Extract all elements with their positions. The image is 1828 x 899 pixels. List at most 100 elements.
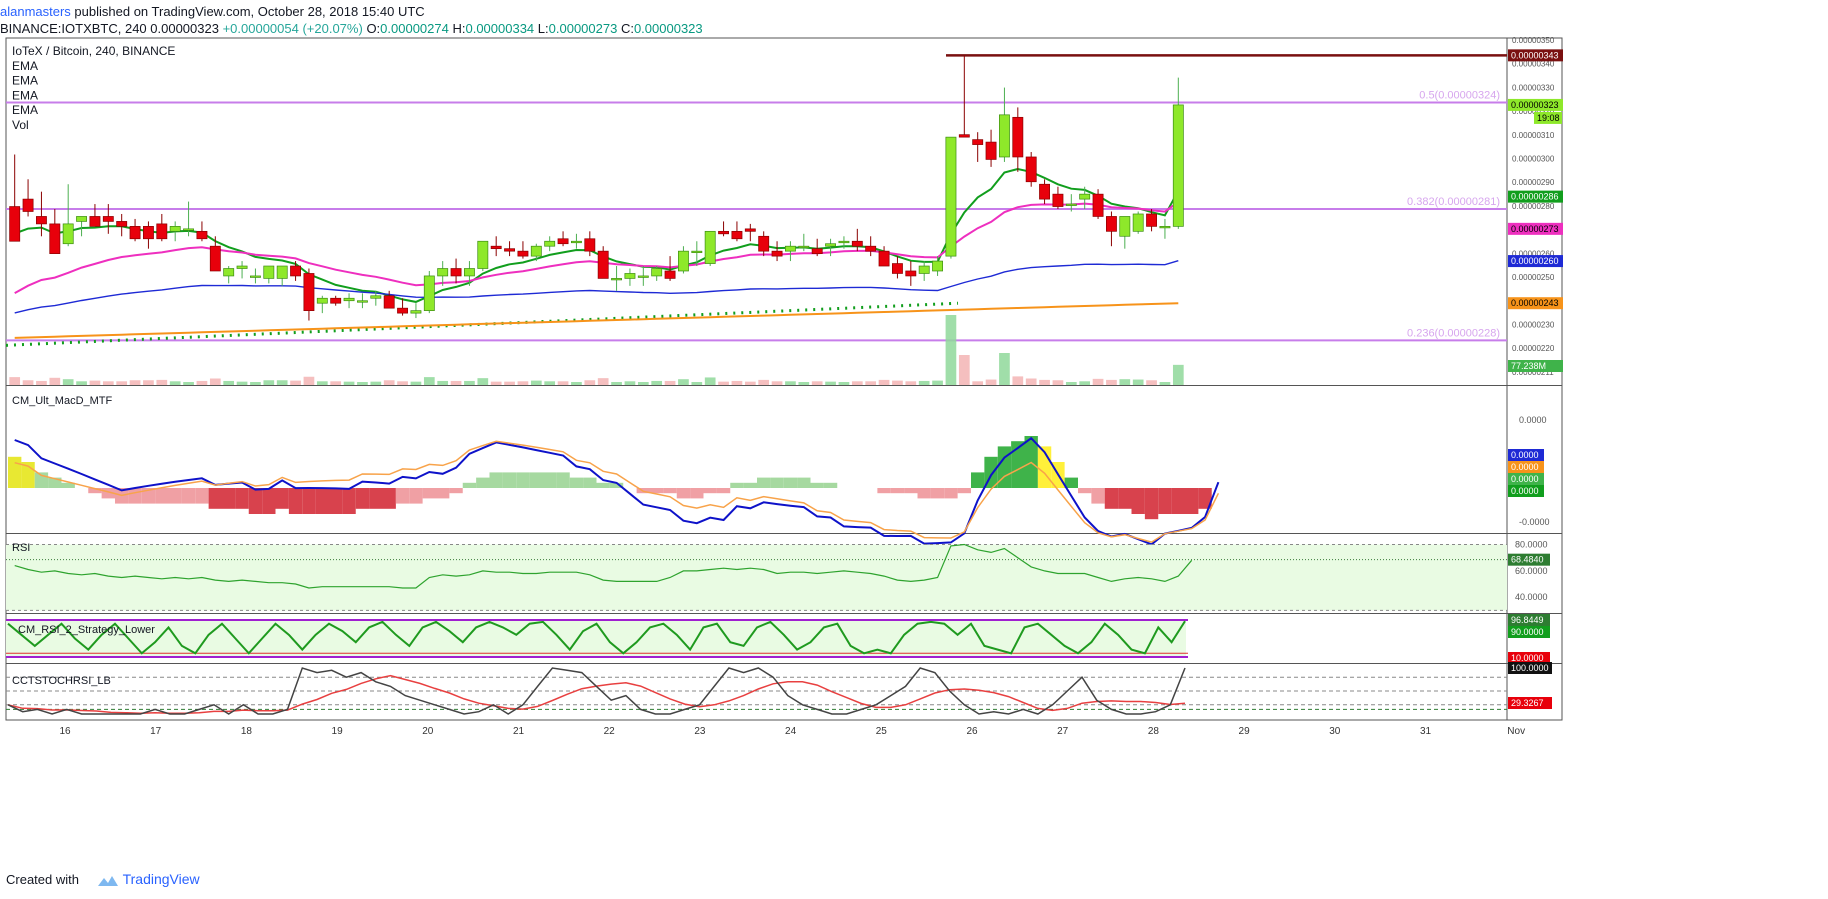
candle-body bbox=[504, 248, 515, 252]
fib-level-label: 0.236(0.00000228) bbox=[1407, 327, 1500, 339]
macd-histogram-bar bbox=[917, 488, 931, 499]
macd-histogram-bar bbox=[877, 488, 891, 494]
macd-histogram-bar bbox=[1011, 441, 1025, 488]
rsi-band bbox=[6, 544, 1507, 611]
macd-histogram-bar bbox=[529, 472, 543, 488]
volume-bar bbox=[1092, 378, 1104, 385]
ema-mid-line bbox=[14, 201, 1179, 294]
macd-price-tag bbox=[1508, 485, 1544, 497]
volume-bar bbox=[785, 381, 796, 385]
rsi-tick-label: 40.0000 bbox=[1515, 592, 1548, 602]
macd-price-tag-label: 0.0000 bbox=[1511, 474, 1539, 484]
macd-histogram-bar bbox=[489, 472, 503, 488]
volume-bar bbox=[1052, 380, 1064, 385]
candle-body bbox=[450, 268, 462, 277]
legend-item: EMA bbox=[12, 103, 38, 117]
candle-body bbox=[972, 139, 984, 145]
volume-bar bbox=[972, 381, 984, 385]
candle-body bbox=[9, 206, 21, 242]
price-tick-label: 0.00000280 bbox=[1512, 202, 1555, 211]
candle-body bbox=[905, 270, 917, 277]
stoch-price-tag bbox=[1508, 662, 1552, 674]
tradingview-brand[interactable]: TradingView bbox=[122, 871, 200, 887]
countdown-tag bbox=[1534, 111, 1562, 124]
legend-item: Vol bbox=[12, 118, 29, 132]
candle-body bbox=[316, 297, 328, 304]
candle-body bbox=[678, 250, 689, 272]
macd-histogram-bar bbox=[502, 472, 517, 488]
price-tag bbox=[1508, 360, 1563, 372]
macd-histogram-bar bbox=[1131, 488, 1145, 514]
macd-histogram-bar bbox=[235, 488, 249, 509]
candle-body bbox=[637, 275, 649, 278]
candle-body bbox=[1039, 183, 1050, 200]
macd-title: CM_Ult_MacD_MTF bbox=[12, 395, 113, 407]
price-tick-label: 0.00000350 bbox=[1512, 36, 1555, 45]
macd-histogram-bar bbox=[61, 482, 75, 488]
macd-histogram-bar bbox=[823, 482, 838, 488]
stoch-price-tag bbox=[1508, 697, 1552, 709]
volume-bar bbox=[624, 381, 636, 385]
candle-body bbox=[878, 250, 890, 267]
price-tag-label: 0.00000323 bbox=[1511, 100, 1559, 110]
footer: Created with TradingView bbox=[6, 871, 200, 888]
volume-bar bbox=[370, 381, 382, 385]
candle-body bbox=[236, 265, 248, 269]
created-with-text: Created with bbox=[6, 872, 79, 887]
volume-bar bbox=[1039, 379, 1050, 385]
price-tag-label: 0.00000243 bbox=[1511, 298, 1559, 308]
macd-histogram-bar bbox=[101, 488, 115, 499]
candle-body bbox=[1079, 193, 1091, 200]
candle-body bbox=[423, 275, 435, 311]
macd-histogram-bar bbox=[449, 488, 463, 494]
macd-histogram-bar bbox=[1078, 488, 1092, 494]
rsi2-price-tag bbox=[1508, 652, 1550, 664]
macd-histogram-bar bbox=[168, 488, 182, 504]
candle-body bbox=[571, 240, 582, 244]
macd-histogram-bar bbox=[609, 482, 624, 488]
candle-body bbox=[517, 250, 529, 257]
macd-histogram-bar bbox=[355, 488, 370, 509]
macd-histogram-bar bbox=[462, 482, 477, 488]
candle-body bbox=[1092, 193, 1104, 217]
candle-body bbox=[985, 141, 997, 160]
volume-bar bbox=[423, 377, 435, 385]
macd-histogram-bar bbox=[516, 472, 530, 488]
x-tick-label: 20 bbox=[422, 726, 434, 737]
macd-histogram-bar bbox=[88, 488, 102, 494]
candle-body bbox=[691, 250, 703, 254]
ema-long-line bbox=[14, 302, 1179, 339]
candle-body bbox=[102, 216, 114, 222]
publish-text: published on TradingView.com, October 28… bbox=[70, 4, 425, 19]
candle-body bbox=[999, 114, 1010, 158]
volume-bar bbox=[316, 381, 328, 385]
price-tag-label: 0.00000286 bbox=[1511, 192, 1559, 202]
price-tick-label: 0.00000300 bbox=[1512, 155, 1555, 164]
candle-body bbox=[838, 240, 850, 244]
author-link[interactable]: alanmasters bbox=[0, 4, 71, 19]
chart-title: IoTeX / Bitcoin, 240, BINANCE bbox=[12, 44, 175, 58]
rsi2-price-tag-label: 10.0000 bbox=[1511, 653, 1544, 663]
rsi2-price-tag-label: 96.8449 bbox=[1511, 615, 1544, 625]
volume-bar bbox=[196, 380, 208, 385]
volume-bar bbox=[156, 379, 168, 385]
volume-bar bbox=[611, 382, 622, 385]
macd-histogram-bar bbox=[222, 488, 236, 509]
volume-bar bbox=[464, 380, 475, 385]
volume-bar bbox=[758, 379, 770, 385]
macd-histogram-bar bbox=[208, 488, 222, 509]
macd-signal-line bbox=[14, 440, 1220, 543]
volume-bar bbox=[637, 382, 649, 385]
candle-body bbox=[62, 223, 74, 245]
candle-body bbox=[263, 265, 275, 279]
volume-bar bbox=[999, 353, 1010, 385]
candle-body bbox=[490, 245, 502, 250]
macd-histogram-bar bbox=[1171, 488, 1185, 514]
candle-body bbox=[89, 216, 101, 227]
volume-bar bbox=[718, 381, 729, 385]
volume-bar bbox=[1079, 381, 1091, 385]
macd-price-tag bbox=[1508, 473, 1544, 485]
volume-bar bbox=[330, 381, 342, 385]
volume-bar bbox=[905, 381, 917, 385]
